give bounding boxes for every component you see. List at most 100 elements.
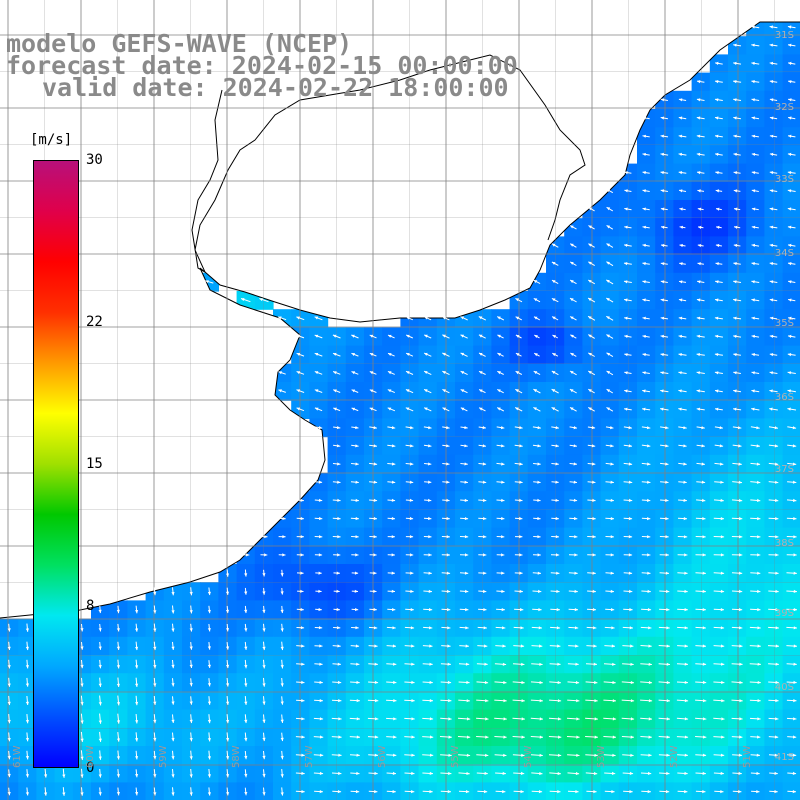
wind-arrow-head — [466, 753, 471, 757]
wind-arrow-head — [116, 665, 120, 669]
wind-arrow-head — [611, 790, 615, 794]
wind-arrow-head — [448, 771, 452, 775]
wind-arrow-head — [262, 792, 266, 796]
wind-arrow-head — [319, 680, 323, 684]
wind-arrow-head — [630, 662, 634, 666]
wind-arrow-head — [373, 498, 378, 502]
wind-arrow-head — [792, 462, 797, 466]
wind-arrow-head — [447, 644, 451, 648]
wind-arrow-head — [702, 644, 706, 648]
wind-arrow-head — [570, 353, 574, 356]
wind-arrow-head — [697, 171, 701, 175]
wind-arrow-head — [447, 790, 451, 794]
wind-arrow-head — [715, 407, 719, 411]
wind-arrow-head — [757, 626, 761, 630]
wind-arrow-head — [226, 792, 230, 796]
wind-arrow-head — [647, 480, 651, 484]
wind-arrow-head — [393, 717, 397, 721]
wind-arrow-head — [442, 334, 446, 338]
wind-arrow-head — [282, 516, 286, 521]
wind-arrow-head — [555, 480, 559, 484]
wind-arrow-head — [660, 262, 665, 266]
wind-arrow-head — [410, 553, 414, 557]
wind-arrow-head — [424, 352, 428, 356]
wind-arrow-head — [594, 753, 598, 757]
wind-arrow-head — [318, 480, 323, 484]
latitude-label: 33S — [774, 174, 794, 185]
wind-arrow-head — [226, 756, 230, 760]
wind-arrow-head — [756, 426, 760, 430]
wind-arrow-head — [411, 699, 415, 703]
wind-arrow-head — [483, 608, 487, 612]
wind-arrow-head — [80, 756, 84, 760]
wind-arrow-head — [733, 80, 737, 84]
wind-arrow-head — [570, 261, 574, 265]
wind-arrow-head — [448, 735, 452, 739]
wind-arrow-head — [769, 189, 774, 193]
wind-arrow-head — [628, 444, 632, 448]
colorbar-unit: [m/s] — [30, 132, 73, 148]
wind-arrow-head — [606, 243, 610, 247]
wind-arrow-head — [391, 480, 396, 484]
wind-arrow-head — [519, 480, 523, 484]
wind-arrow-head — [647, 517, 651, 521]
wind-arrow-head — [466, 680, 470, 684]
wind-arrow-head — [483, 553, 487, 557]
wind-arrow-head — [788, 98, 792, 102]
wind-arrow-head — [393, 662, 397, 666]
wind-arrow-head — [642, 152, 646, 156]
wind-arrow-head — [606, 189, 611, 193]
wind-arrow-head — [678, 389, 682, 393]
wind-arrow-head — [646, 426, 651, 430]
wind-arrow-head — [374, 753, 378, 757]
wind-arrow-head — [715, 243, 720, 248]
wind-arrow-head — [98, 665, 102, 669]
wind-arrow-head — [606, 316, 610, 320]
wind-arrow-head — [697, 280, 701, 284]
wind-arrow-head — [720, 608, 724, 612]
wind-arrow-head — [460, 352, 465, 356]
latitude-label: 38S — [774, 538, 794, 549]
wind-arrow-head — [555, 498, 559, 502]
wind-arrow-head — [757, 662, 761, 666]
wind-arrow-head — [410, 608, 414, 612]
wind-arrow-head — [262, 755, 266, 760]
wind-arrow-head — [464, 571, 469, 575]
wind-arrow-head — [7, 665, 11, 669]
wind-arrow-head — [500, 426, 505, 430]
wind-arrow-head — [356, 717, 360, 721]
wind-arrow-head — [153, 756, 157, 760]
wind-arrow-head — [319, 516, 323, 521]
wind-arrow-head — [552, 316, 556, 320]
wind-arrow-head — [720, 553, 725, 557]
wind-arrow-head — [666, 608, 670, 612]
wind-arrow-head — [684, 644, 688, 648]
wind-arrow-head — [733, 407, 737, 411]
wind-arrow-head — [733, 243, 738, 248]
wind-arrow-head — [318, 589, 322, 593]
wind-arrow-head — [733, 43, 737, 47]
wind-arrow-head — [606, 279, 610, 283]
wind-arrow-head — [575, 644, 579, 648]
wind-arrow-head — [515, 371, 520, 375]
wind-arrow-head — [392, 771, 396, 775]
wind-arrow-head — [793, 735, 797, 739]
wind-arrow-head — [373, 607, 377, 612]
wind-arrow-head — [576, 717, 580, 721]
wind-arrow-head — [684, 699, 689, 703]
wind-arrow-head — [733, 262, 737, 266]
wind-arrow-head — [388, 334, 392, 338]
wind-arrow-head — [648, 680, 652, 685]
wind-arrow-head — [336, 589, 340, 593]
wind-arrow-head — [464, 426, 468, 430]
wind-arrow-head — [264, 535, 268, 539]
wind-arrow-head — [574, 626, 579, 630]
wind-arrow-head — [612, 699, 616, 703]
wind-arrow-head — [660, 389, 664, 393]
wind-arrow-head — [356, 735, 360, 739]
wind-arrow-head — [660, 189, 665, 193]
wind-arrow-head — [244, 591, 248, 595]
wind-arrow-head — [465, 553, 469, 557]
wind-arrow-head — [515, 335, 520, 338]
wind-arrow-head — [702, 662, 707, 666]
